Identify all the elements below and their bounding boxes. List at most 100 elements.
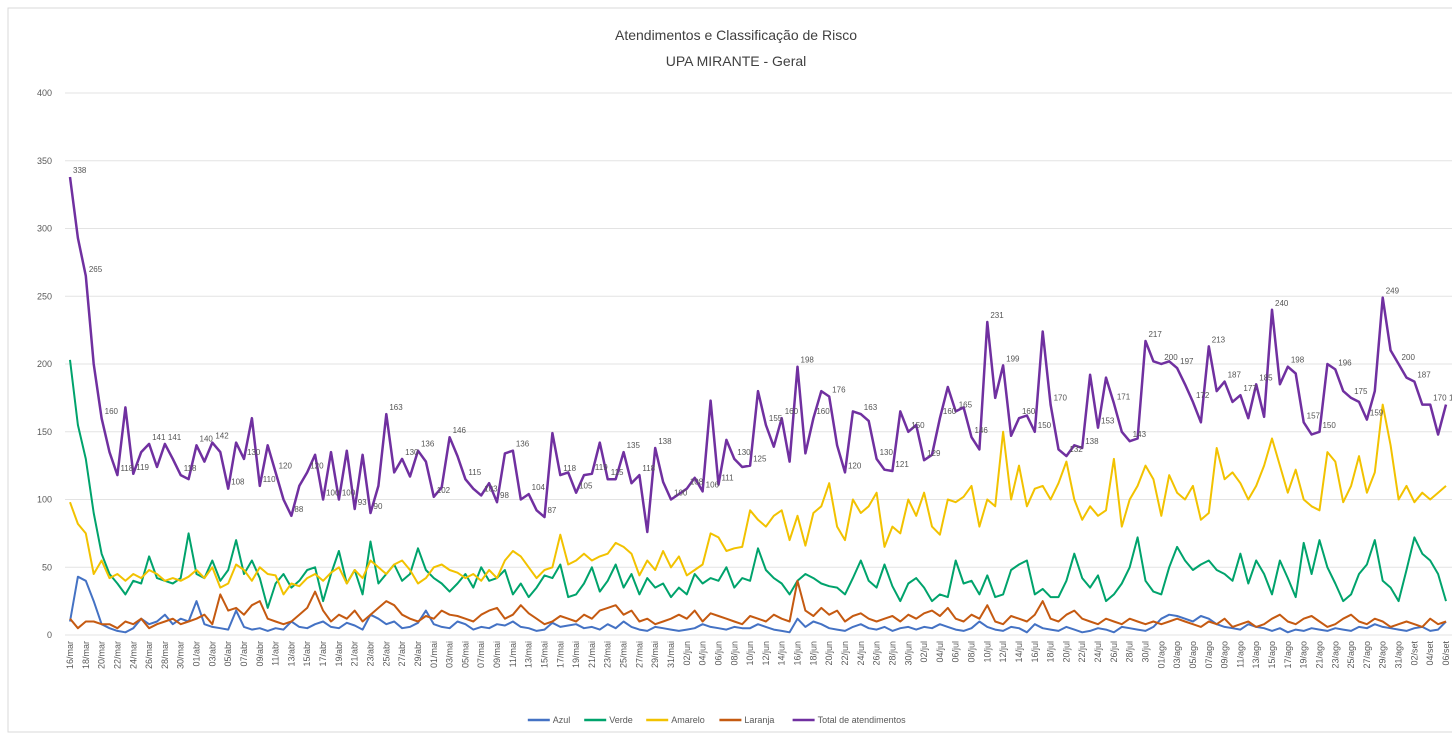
data-label: 217 <box>1148 330 1162 339</box>
x-tick-label: 06/jun <box>713 641 723 666</box>
data-label: 130 <box>880 448 894 457</box>
x-tick-label: 07/abr <box>239 641 249 667</box>
data-label: 104 <box>532 483 546 492</box>
data-label: 231 <box>990 311 1004 320</box>
data-label: 170 <box>1433 394 1447 403</box>
data-label: 125 <box>753 455 767 464</box>
data-label: 196 <box>1338 358 1352 367</box>
x-tick-label: 25/abr <box>381 641 391 667</box>
x-tick-label: 03/abr <box>207 641 217 667</box>
data-label: 108 <box>690 478 704 487</box>
data-label: 142 <box>215 432 229 441</box>
x-tick-label: 26/jun <box>872 641 882 666</box>
x-tick-label: 07/mai <box>476 641 486 668</box>
data-label: 138 <box>658 437 672 446</box>
data-label: 88 <box>294 505 303 514</box>
data-label: 106 <box>706 480 720 489</box>
x-tick-label: 18/jul <box>1046 641 1056 663</box>
x-tick-label: 29/ago <box>1378 641 1388 669</box>
y-tick-label: 100 <box>37 495 52 505</box>
x-tick-label: 06/jul <box>951 641 961 663</box>
x-tick-label: 30/jun <box>903 641 913 666</box>
x-tick-label: 31/ago <box>1394 641 1404 669</box>
x-tick-label: 16/mar <box>65 641 75 669</box>
chart-subtitle: UPA MIRANTE - Geral <box>666 53 807 69</box>
data-label: 163 <box>389 403 403 412</box>
x-tick-label: 13/abr <box>286 641 296 667</box>
data-label: 150 <box>1038 421 1052 430</box>
data-label: 140 <box>200 434 214 443</box>
x-tick-label: 09/ago <box>1220 641 1230 669</box>
data-label: 200 <box>1402 353 1416 362</box>
x-tick-label: 02/jun <box>682 641 692 666</box>
data-label: 199 <box>1006 354 1020 363</box>
x-tick-label: 10/jun <box>745 641 755 666</box>
x-tick-label: 02/set <box>1409 641 1419 666</box>
data-label: 177 <box>1243 384 1257 393</box>
series-line <box>69 403 1447 596</box>
x-tick-label: 31/mai <box>666 641 676 668</box>
data-label: 175 <box>1354 387 1368 396</box>
x-tick-label: 27/mai <box>634 641 644 668</box>
x-tick-label: 01/ago <box>1156 641 1166 669</box>
legend-label: Laranja <box>744 715 774 725</box>
x-tick-label: 16/jun <box>793 641 803 666</box>
data-label: 197 <box>1180 357 1194 366</box>
x-tick-label: 04/set <box>1425 641 1435 666</box>
x-tick-label: 27/ago <box>1362 641 1372 669</box>
data-label: 120 <box>310 461 324 470</box>
x-tick-label: 21/abr <box>350 641 360 667</box>
data-label: 170 <box>1054 394 1068 403</box>
data-label: 136 <box>421 440 435 449</box>
x-tick-label: 25/ago <box>1346 641 1356 669</box>
y-tick-label: 300 <box>37 224 52 234</box>
data-label: 200 <box>1164 353 1178 362</box>
legend-label: Verde <box>609 715 633 725</box>
data-label: 338 <box>73 166 87 175</box>
x-tick-label: 15/mai <box>539 641 549 668</box>
data-label: 93 <box>358 498 367 507</box>
data-label: 138 <box>1085 437 1099 446</box>
data-label: 118 <box>184 464 197 473</box>
data-label: 130 <box>247 448 261 457</box>
legend-label: Total de atendimentos <box>818 715 907 725</box>
x-tick-label: 15/ago <box>1267 641 1277 669</box>
x-tick-label: 05/mai <box>460 641 470 668</box>
x-tick-label: 05/ago <box>1188 641 1198 669</box>
data-label: 146 <box>453 426 467 435</box>
y-tick-label: 200 <box>37 359 52 369</box>
data-label: 119 <box>136 463 149 472</box>
data-label: 103 <box>484 484 498 493</box>
data-label: 110 <box>263 475 276 484</box>
x-tick-label: 10/jul <box>982 641 992 663</box>
data-label: 136 <box>516 440 530 449</box>
x-tick-label: 24/jul <box>1093 641 1103 663</box>
x-tick-label: 30/mar <box>176 641 186 669</box>
data-label: 102 <box>437 486 451 495</box>
x-tick-label: 09/abr <box>255 641 265 667</box>
x-tick-label: 21/mai <box>587 641 597 668</box>
x-tick-label: 24/jun <box>856 641 866 666</box>
data-label: 130 <box>737 448 751 457</box>
x-tick-label: 03/ago <box>1172 641 1182 669</box>
series-line <box>68 176 1448 534</box>
data-label: 213 <box>1212 335 1226 344</box>
x-tick-label: 12/jul <box>998 641 1008 663</box>
x-tick-label: 26/jul <box>1109 641 1119 663</box>
x-tick-label: 27/abr <box>397 641 407 667</box>
x-tick-label: 01/abr <box>192 641 202 667</box>
x-tick-label: 18/jun <box>808 641 818 666</box>
data-label: 187 <box>1417 371 1431 380</box>
x-tick-label: 17/mai <box>555 641 565 668</box>
data-label: 100 <box>342 489 356 498</box>
data-label: 160 <box>943 407 957 416</box>
x-tick-label: 04/jun <box>698 641 708 666</box>
x-tick-label: 08/jul <box>967 641 977 663</box>
x-tick-label: 19/ago <box>1299 641 1309 669</box>
data-label: 249 <box>1386 287 1400 296</box>
x-tick-label: 02/jul <box>919 641 929 663</box>
legend-label: Amarelo <box>671 715 705 725</box>
x-tick-label: 17/ago <box>1283 641 1293 669</box>
data-label: 150 <box>1322 421 1336 430</box>
